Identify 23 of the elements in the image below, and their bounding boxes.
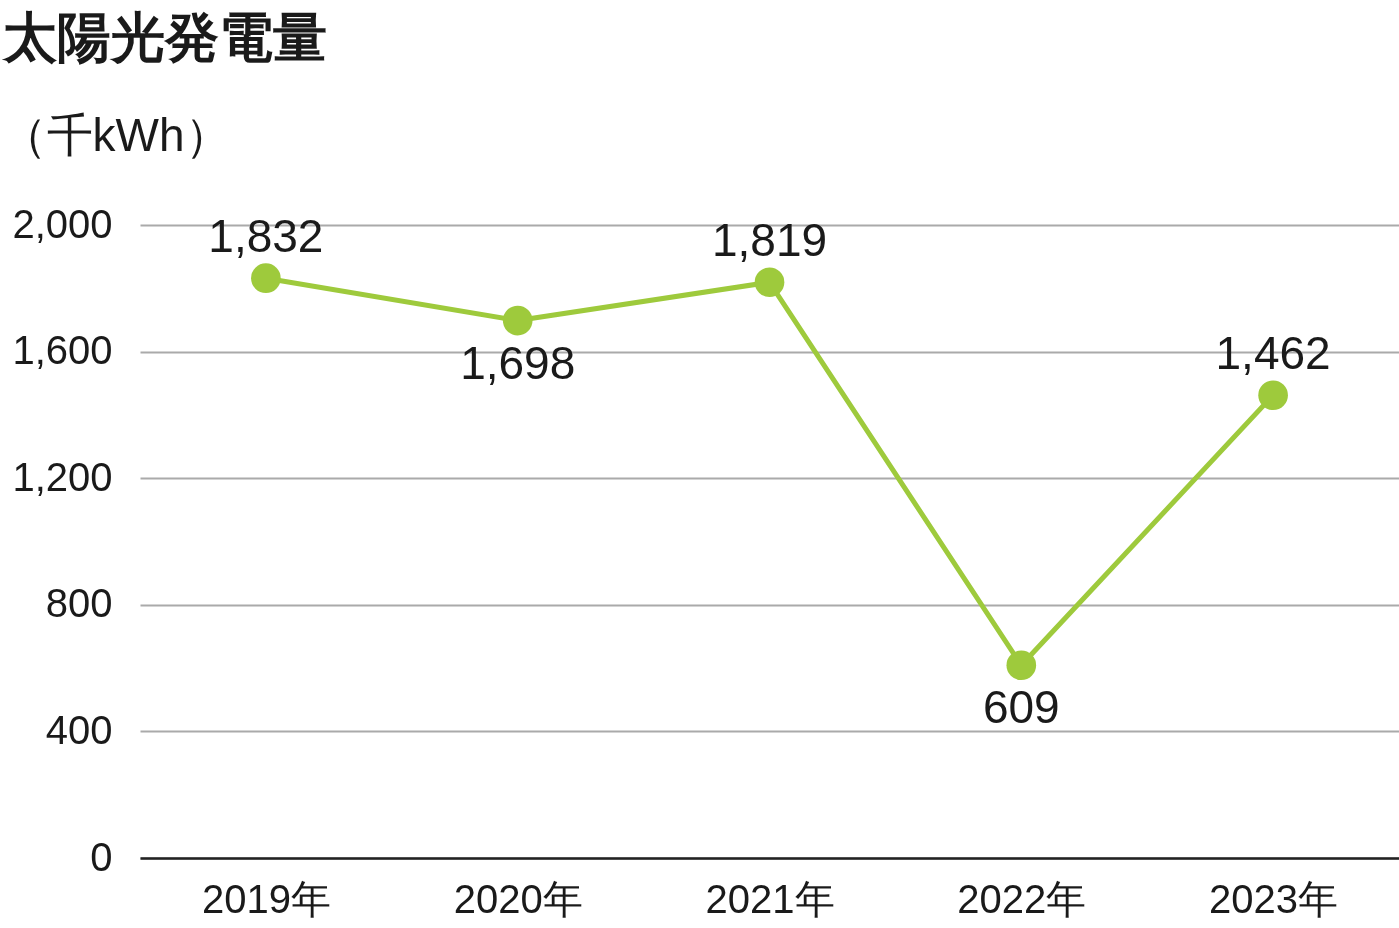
data-label: 1,819 <box>711 214 828 267</box>
y-tick-label: 2,000 <box>12 201 113 246</box>
point <box>251 263 281 293</box>
x-tick-label: 2021年 <box>705 876 835 921</box>
x-tick-label: 2023年 <box>1209 876 1339 921</box>
y-tick-label: 1,200 <box>12 454 113 499</box>
x-tick-label: 2022年 <box>957 876 1087 921</box>
point <box>754 267 785 298</box>
x-tick-label: 2020年 <box>453 876 583 921</box>
y-tick-label: 800 <box>45 581 113 626</box>
data-label: 1,698 <box>460 336 576 389</box>
data-label: 1,462 <box>1215 327 1331 380</box>
point <box>502 305 533 336</box>
y-axis-title: （千kWh） <box>0 108 231 161</box>
data-label: 609 <box>982 681 1060 734</box>
data-label: 1,832 <box>208 210 324 263</box>
y-tick-label: 1,600 <box>12 328 113 373</box>
y-tick-label: 400 <box>45 707 113 752</box>
chart-title: 太陽光発電量 <box>1 7 327 67</box>
point <box>1258 380 1288 411</box>
y-tick-label: 0 <box>90 834 113 879</box>
point <box>1006 650 1037 681</box>
x-tick-label: 2019年 <box>201 876 331 921</box>
